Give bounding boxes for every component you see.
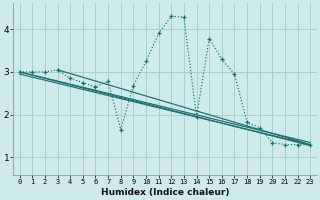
X-axis label: Humidex (Indice chaleur): Humidex (Indice chaleur) (101, 188, 229, 197)
